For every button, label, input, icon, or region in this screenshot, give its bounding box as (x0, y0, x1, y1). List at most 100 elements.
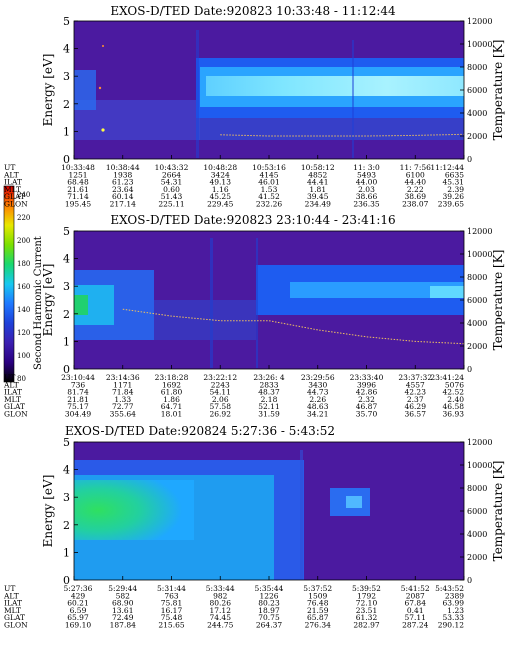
orbit-table-cell: 0.60 (163, 185, 180, 194)
energy-tick-label: 1 (63, 125, 70, 138)
temperature-tick-label: 0 (467, 155, 472, 164)
orbit-table-cell: 76.48 (307, 599, 329, 608)
energy-tick-label: 3 (63, 70, 70, 83)
panel-1-streak (352, 40, 354, 158)
orbit-table-cell: 244.75 (207, 621, 233, 630)
energy-tick-label: 0 (63, 363, 70, 376)
orbit-table-cell: 2833 (259, 380, 278, 389)
orbit-table-cell: 54.31 (161, 178, 182, 187)
orbit-table-cell: 10:58:12 (301, 163, 335, 172)
panel-2-ylabel: Energy [eV] (41, 264, 55, 337)
colorbar-tick-label: 180 (17, 260, 30, 268)
orbit-table-cell: 26.92 (210, 410, 232, 419)
orbit-table-cell: 10:53:16 (252, 163, 286, 172)
orbit-table-cell: 1.86 (163, 395, 180, 404)
panel-3-streak (300, 450, 303, 580)
orbit-table-cell: 5:35:44 (255, 584, 284, 593)
orbit-row-label: ILAT (4, 599, 22, 608)
panel-3-y2label: Temperature [K] (491, 461, 505, 562)
orbit-table-cell: 10:33:48 (61, 163, 95, 172)
orbit-table-cell: 39.45 (307, 192, 329, 201)
colorbar: 80 100 120 140 160 180 200 220 240 Second Harmon… (3, 185, 44, 383)
orbit-table-cell: 67.84 (405, 599, 427, 608)
orbit-table-cell: 11: 3:0 (353, 163, 380, 172)
orbit-table-cell: 2.37 (407, 395, 424, 404)
orbit-table-cell: 11: 7:56 (400, 163, 432, 172)
panel-3-spectrogram (74, 442, 464, 580)
panel-1-ylabel: Energy [eV] (41, 54, 55, 127)
orbit-table-cell: 6.59 (70, 606, 87, 615)
orbit-table-cell: 81.74 (67, 388, 89, 397)
orbit-table-cell: 75.48 (161, 613, 183, 622)
orbit-table-cell: 2.18 (261, 395, 278, 404)
orbit-table-cell: 5:31:44 (157, 584, 186, 593)
orbit-table-cell: 61.23 (112, 178, 134, 187)
orbit-table-cell: 49.13 (210, 178, 232, 187)
orbit-table-cell: 10:38:44 (106, 163, 140, 172)
orbit-table-cell: 11:12:44 (430, 163, 464, 172)
orbit-table-cell: 61.80 (161, 388, 183, 397)
temperature-tick-label: 10000 (467, 250, 492, 259)
orbit-table-cell: 1.23 (447, 606, 464, 615)
colorbar-gradient (3, 185, 15, 383)
energy-tick-label: 5 (63, 15, 70, 28)
orbit-table-cell: 23:33:40 (350, 373, 384, 382)
temperature-tick-label: 6000 (467, 86, 487, 95)
panel-2: EXOS-D/TED Date:920823 23:10:44 - 23:41:… (3, 213, 505, 419)
orbit-table-cell: 5:39:52 (352, 584, 381, 593)
energy-tick-label: 5 (63, 225, 70, 238)
orbit-table-cell: 38.69 (405, 192, 427, 201)
orbit-table-cell: 72.49 (112, 613, 134, 622)
orbit-table-cell: 54.11 (210, 388, 231, 397)
orbit-table-cell: 74.45 (210, 613, 232, 622)
orbit-table-cell: 4145 (259, 170, 278, 179)
orbit-row-label: ALT (3, 380, 19, 389)
energy-tick-label: 1 (63, 335, 70, 348)
orbit-table-cell: 64.71 (161, 402, 182, 411)
temperature-tick-label: 10000 (467, 461, 492, 470)
orbit-table-cell: 72.77 (112, 402, 134, 411)
orbit-row-label: GLON (4, 410, 28, 419)
orbit-table-cell: 17.12 (210, 606, 232, 615)
orbit-table-cell: 1.81 (309, 185, 326, 194)
orbit-table-cell: 287.24 (402, 621, 428, 630)
orbit-table-cell: 232.26 (256, 200, 282, 209)
orbit-row-label: MLT (4, 395, 21, 404)
orbit-table-cell: 2664 (162, 170, 181, 179)
orbit-table-cell: 1.53 (261, 185, 278, 194)
orbit-table-cell: 23:18:28 (155, 373, 189, 382)
orbit-row-label: UT (4, 584, 15, 593)
orbit-table-cell: 45.31 (443, 178, 464, 187)
panel-3-orbit-table: UTALTILATMLTGLATGLON5:27:3642960.216.596… (3, 584, 464, 630)
orbit-table-cell: 187.84 (110, 621, 136, 630)
orbit-table-cell: 44.41 (307, 178, 328, 187)
orbit-table-cell: 2.26 (309, 395, 326, 404)
temperature-tick-label: 2000 (467, 132, 487, 141)
orbit-table-cell: 42.86 (356, 388, 378, 397)
colorbar-tick-label: 200 (17, 237, 30, 245)
energy-tick-label: 2 (63, 98, 70, 111)
energy-tick-label: 3 (63, 491, 70, 504)
colorbar-tick-label: 80 (17, 375, 26, 383)
orbit-table-cell: 48.37 (258, 388, 280, 397)
orbit-table-cell: 39.26 (443, 192, 465, 201)
energy-tick-label: 4 (63, 464, 70, 477)
panel-1-band-core (206, 76, 464, 96)
orbit-table-cell: 21.81 (67, 395, 88, 404)
orbit-table-cell: 80.23 (258, 599, 280, 608)
orbit-table-cell: 1509 (308, 591, 327, 600)
orbit-table-cell: 46.87 (356, 402, 378, 411)
orbit-table-cell: 217.14 (110, 200, 136, 209)
energy-tick-label: 4 (63, 43, 70, 56)
orbit-table-cell: 60.14 (112, 192, 134, 201)
orbit-table-cell: 51.43 (161, 192, 183, 201)
orbit-table-cell: 239.65 (438, 200, 464, 209)
orbit-table-cell: 52.11 (258, 402, 279, 411)
orbit-table-cell: 63.99 (443, 599, 465, 608)
colorbar-tick-label: 100 (17, 352, 30, 360)
orbit-table-cell: 0.41 (407, 606, 424, 615)
orbit-table-cell: 229.45 (207, 200, 233, 209)
energy-tick-label: 5 (63, 436, 70, 449)
